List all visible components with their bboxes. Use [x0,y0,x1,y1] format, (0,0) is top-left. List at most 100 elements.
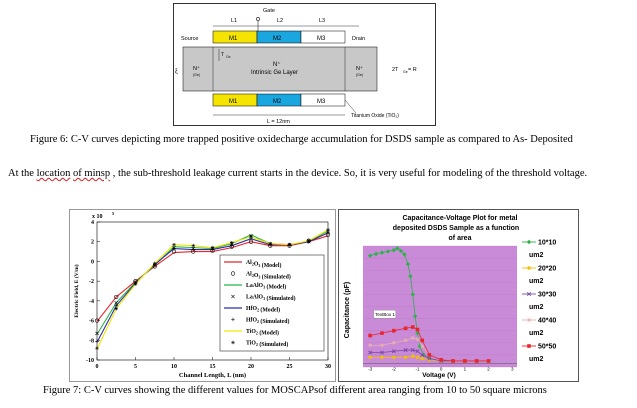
channel-region [182,46,378,92]
data-point [114,301,119,305]
svg-text:N⁺: N⁺ [273,61,281,68]
figure-7-caption: Figure 7: C-V curves showing the differe… [43,385,547,396]
l1-label: L1 [231,18,237,24]
data-point [415,327,420,332]
m3-top [300,30,346,44]
data-point [368,343,373,348]
x-tick-label: 0 [96,364,99,370]
svg-text:M3: M3 [317,36,326,42]
data-point [410,348,415,353]
data-point [95,331,99,336]
data-point [152,261,157,266]
legend-entry: TiO2 (Simulated) [246,341,288,349]
chart-title-line1: Capacitance-Voltage Plot for metal [402,215,517,222]
data-point [367,253,373,258]
x-axis-label: Voltage (V) [422,372,455,379]
legend-label: 50*50 [538,344,556,351]
data-point [391,248,396,253]
x-tick-label: 3 [511,366,514,371]
data-point [427,356,432,361]
y-tick-label: 2 [91,240,94,246]
data-point [398,248,404,254]
y-axis-label: Electric Field, E (V/m) [73,264,80,317]
legend-unit: um2 [529,330,544,337]
data-point [191,247,196,252]
data-point [210,245,215,250]
data-point [421,352,426,358]
data-point [287,242,292,247]
data-point [368,333,372,338]
data-point [451,359,455,363]
y-tick-label: -8 [89,338,94,344]
x-tick-label: 5 [134,364,137,370]
x-tick-label: -1 [415,366,419,371]
x-axis-label: Channel Length, L (nm) [179,372,246,379]
legend-entry: Al2O3 (Simulated) [246,272,291,281]
svg-text:M3: M3 [317,99,326,105]
chart-title-line3: of area [449,235,472,242]
y-tick-label: -10 [86,358,94,364]
x-tick-label: 10 [171,364,177,370]
data-point [114,294,119,300]
data-point [411,354,415,358]
gate-label: Gate [263,8,275,14]
y-multiplier: x 10 [92,214,103,220]
data-point [392,328,396,333]
legend-swatch [526,291,532,297]
data-point [410,336,415,340]
data-point [415,355,420,360]
y-tick-label: -2 [89,279,94,285]
legend-box [219,254,325,352]
legend-entry: LaAlO3 (Simulated) [246,295,296,303]
data-point [306,238,311,243]
data-point [172,246,176,251]
data-point [415,337,420,342]
y-tick-label: 0 [91,259,94,265]
data-point [380,343,384,348]
svg-text:ξ: ξ [175,69,178,75]
data-point [395,246,400,251]
data-point [420,338,425,343]
legend-label: 30*30 [538,292,556,299]
legend-swatch [231,340,235,345]
y-axis-label: Capacitance (pF) [344,282,351,338]
figure-6: Gate L1 L2 L3 M1 M2 M3 Source Drain T Ox… [173,3,436,126]
data-point [95,346,99,350]
textbox-label: TextBox 1 [375,312,395,317]
data-point [379,350,384,355]
electric-field-plot: -10 -8 -6 -4 -2 0 2 4 0 5 10 15 20 25 30 x 10 5 Channel L… [73,211,331,379]
data-point [463,359,467,363]
svg-text:M1: M1 [229,99,238,105]
data-point [402,252,407,257]
svg-text:(Ge): (Ge) [356,73,363,77]
legend-swatch [231,317,235,322]
data-point [133,282,138,286]
legend-entry: HfO2 (Simulated) [246,318,289,326]
data-point [391,349,396,354]
data-point [380,355,384,360]
x-tick-label: 15 [210,364,216,370]
data-point [114,306,119,311]
legend-label: 20*20 [538,266,556,273]
length-label: L = 12nm [267,119,290,125]
data-point [415,330,420,336]
figure-6-caption: Figure 6: C-V curves depicting more trap… [30,134,573,145]
data-point [368,355,372,360]
capacitance-chart: -3 -2 -1 0 1 2 3 Capacitance-Voltage Plot for m… [338,209,579,382]
legend-unit: um2 [529,278,544,285]
legend-swatch [230,271,236,276]
y-tick-label: -4 [89,299,94,305]
y-tick-label: 4 [91,220,94,226]
legend-unit: um2 [529,252,544,259]
l3-label: L3 [319,18,325,24]
data-point [403,326,408,331]
svg-text:= R: = R [408,67,417,73]
svg-text:T: T [221,52,224,58]
chart-title-line2: deposited DSDS Sample as a function [393,225,519,232]
thickness-label: 2T [392,67,399,73]
legend-unit: um2 [529,304,544,311]
data-point [403,348,408,353]
data-point [474,359,479,363]
data-point [172,242,176,247]
svg-text:N⁺: N⁺ [193,65,200,72]
